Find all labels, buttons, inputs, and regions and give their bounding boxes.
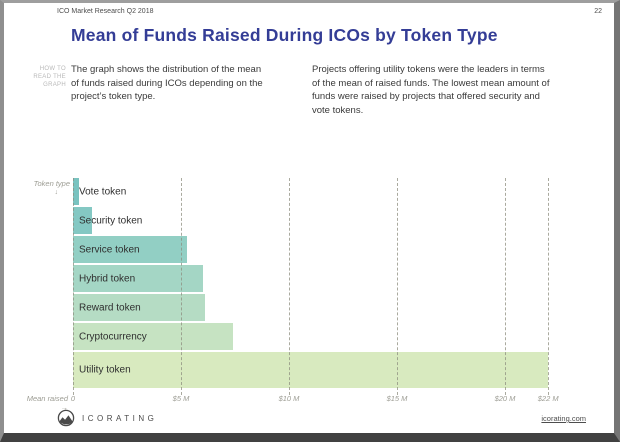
gridline-15m bbox=[397, 178, 398, 395]
x-tick-label: $10 M bbox=[278, 394, 300, 403]
how-to-read-label: HOW TO READ THE GRAPH bbox=[33, 66, 66, 88]
plot-area: Vote token Security token Service token Hyb… bbox=[73, 178, 607, 395]
footer-link[interactable]: icorating.com bbox=[541, 414, 586, 423]
bar-vote-token bbox=[73, 178, 80, 205]
x-tick-label: $15 M bbox=[386, 394, 408, 403]
gridline-0 bbox=[73, 178, 74, 395]
chart-line-circle-icon bbox=[57, 409, 75, 427]
x-tick-label: 0 bbox=[70, 394, 76, 403]
gridline-5m bbox=[181, 178, 182, 395]
y-axis-label-text: Token type bbox=[33, 179, 70, 188]
bar-row: Reward token bbox=[73, 294, 607, 321]
bar-service-token bbox=[73, 236, 188, 263]
bar-label: Vote token bbox=[79, 186, 127, 197]
bar-hybrid-token bbox=[73, 265, 203, 292]
bar-label: Reward token bbox=[79, 302, 141, 313]
bar-reward-token bbox=[73, 294, 205, 321]
bar-row: Hybrid token bbox=[73, 265, 607, 292]
x-tick-label: $5 M bbox=[172, 394, 190, 403]
bar-security-token bbox=[73, 207, 93, 234]
bar-cryptocurrency bbox=[73, 323, 233, 350]
intro-text-left: The graph shows the distribution of the … bbox=[71, 64, 263, 102]
page-header: ICO Market Research Q2 2018 22 bbox=[57, 8, 602, 15]
footer-brand: ICORATING bbox=[57, 409, 157, 427]
report-title: ICO Market Research Q2 2018 bbox=[57, 8, 154, 15]
bar-row: Utility token bbox=[73, 352, 607, 388]
bar-utility-token bbox=[73, 352, 549, 388]
x-tick-label: $22 M bbox=[537, 394, 559, 403]
x-axis: 0 $5 M $10 M $15 M $20 M $22 M bbox=[70, 394, 607, 406]
bar-row: Vote token bbox=[73, 178, 607, 205]
bar-label: Service token bbox=[79, 244, 140, 255]
page-number: 22 bbox=[594, 8, 602, 15]
bar-label: Utility token bbox=[79, 364, 131, 376]
gridline-10m bbox=[289, 178, 290, 395]
bar-row: Cryptocurrency bbox=[73, 323, 607, 350]
brand-name: ICORATING bbox=[82, 413, 158, 423]
x-axis-label-text: Mean raised bbox=[26, 394, 68, 403]
bar-row: Service token bbox=[73, 236, 607, 263]
y-axis-label: Token type ↓ bbox=[18, 179, 70, 197]
right-arrow-icon: → bbox=[60, 403, 69, 412]
x-tick-label: $20 M bbox=[494, 394, 516, 403]
bar-label: Security token bbox=[79, 215, 143, 226]
report-page: ICO Market Research Q2 2018 22 Mean of F… bbox=[4, 3, 614, 433]
gridline-20m bbox=[505, 178, 506, 395]
gridline-22m bbox=[548, 178, 550, 395]
bar-label: Hybrid token bbox=[79, 273, 136, 284]
x-axis-label: Mean raised → bbox=[18, 394, 68, 412]
intro-text-right: Projects offering utility tokens were th… bbox=[312, 64, 550, 116]
bar-label: Cryptocurrency bbox=[79, 331, 147, 342]
bar-row: Security token bbox=[73, 207, 607, 234]
down-arrow-icon: ↓ bbox=[54, 189, 59, 196]
page-title: Mean of Funds Raised During ICOs by Toke… bbox=[71, 25, 498, 45]
